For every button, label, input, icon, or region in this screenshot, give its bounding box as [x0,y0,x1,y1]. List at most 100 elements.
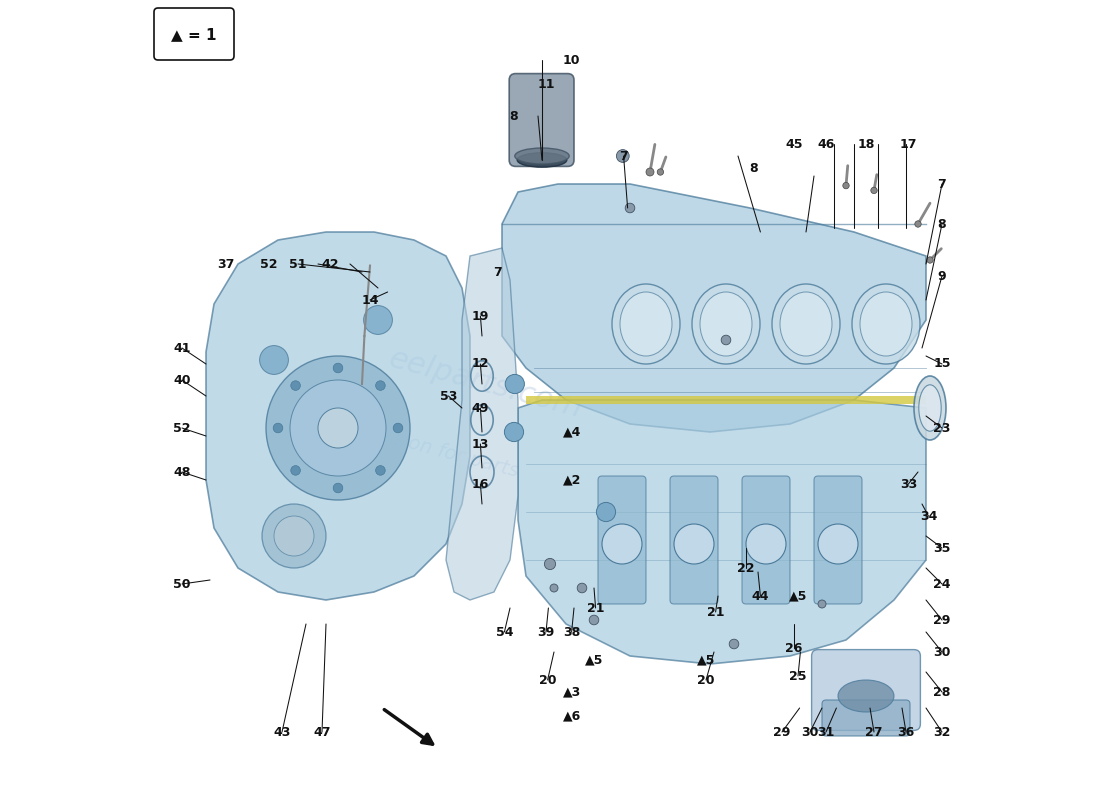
Ellipse shape [838,680,894,712]
Text: 47: 47 [314,726,331,738]
Text: 22: 22 [737,562,755,574]
Circle shape [625,203,635,213]
Text: 51: 51 [289,258,307,270]
Text: 32: 32 [933,726,950,738]
Circle shape [590,615,598,625]
Text: ▲3: ▲3 [563,686,582,698]
Text: 48: 48 [174,466,190,478]
FancyBboxPatch shape [509,74,574,166]
Circle shape [333,363,343,373]
Circle shape [915,221,921,227]
Circle shape [333,483,343,493]
Circle shape [818,600,826,608]
Text: 36: 36 [898,726,914,738]
Text: ▲5: ▲5 [789,590,807,602]
Ellipse shape [612,284,680,364]
Circle shape [260,346,288,374]
Circle shape [364,306,393,334]
Text: 35: 35 [933,542,950,554]
Text: 38: 38 [563,626,580,638]
Text: 9: 9 [937,270,946,282]
Text: ▲ = 1: ▲ = 1 [172,27,217,42]
Circle shape [646,168,654,176]
Ellipse shape [517,153,566,167]
Text: 7: 7 [937,178,946,190]
Text: 12: 12 [472,358,490,370]
FancyBboxPatch shape [822,700,910,736]
Circle shape [318,408,358,448]
Circle shape [274,516,313,556]
FancyBboxPatch shape [670,476,718,604]
Text: 28: 28 [933,686,950,698]
FancyBboxPatch shape [154,8,234,60]
Circle shape [375,381,385,390]
Text: 29: 29 [773,726,791,738]
Circle shape [674,524,714,564]
Text: 21: 21 [587,602,604,614]
Circle shape [262,504,326,568]
Polygon shape [446,248,518,600]
Polygon shape [518,400,926,664]
Text: ▲2: ▲2 [563,474,582,486]
Ellipse shape [700,292,752,356]
Text: a passion for parts: a passion for parts [340,415,520,481]
Polygon shape [526,396,926,404]
Text: 8: 8 [509,110,518,122]
Ellipse shape [918,385,942,431]
Text: 40: 40 [174,374,190,386]
Circle shape [818,524,858,564]
Text: 17: 17 [900,138,917,150]
Text: 53: 53 [440,390,458,402]
Text: 20: 20 [539,674,557,686]
Text: 50: 50 [174,578,190,590]
Text: 11: 11 [537,78,554,90]
Text: 41: 41 [174,342,190,354]
Circle shape [290,381,300,390]
Text: 52: 52 [174,422,190,434]
Circle shape [746,524,786,564]
Text: 23: 23 [933,422,950,434]
Text: ▲4: ▲4 [563,426,582,438]
Text: 27: 27 [866,726,882,738]
Ellipse shape [692,284,760,364]
Circle shape [393,423,403,433]
Circle shape [544,558,556,570]
Ellipse shape [780,292,832,356]
Text: 54: 54 [496,626,513,638]
Ellipse shape [860,292,912,356]
Circle shape [578,583,586,593]
Text: 29: 29 [933,614,950,626]
Circle shape [722,335,730,345]
Text: 25: 25 [790,670,806,682]
Text: 37: 37 [218,258,234,270]
Ellipse shape [852,284,920,364]
Circle shape [843,182,849,189]
Text: 20: 20 [697,674,715,686]
Text: 7: 7 [619,150,628,162]
Ellipse shape [515,148,569,164]
Text: 18: 18 [857,138,874,150]
Text: 24: 24 [933,578,950,590]
Polygon shape [502,184,926,432]
Circle shape [871,187,877,194]
Text: 30: 30 [933,646,950,658]
Text: 46: 46 [817,138,835,150]
Text: 19: 19 [472,310,490,322]
Text: 7: 7 [494,266,503,278]
Circle shape [602,524,642,564]
Text: 30: 30 [801,726,818,738]
Text: 39: 39 [538,626,554,638]
Circle shape [290,466,300,475]
Text: 52: 52 [260,258,277,270]
Circle shape [596,502,616,522]
Text: 42: 42 [321,258,339,270]
Ellipse shape [772,284,840,364]
Text: 44: 44 [751,590,769,602]
Text: 8: 8 [937,218,946,230]
Text: 15: 15 [933,358,950,370]
Circle shape [550,584,558,592]
Text: ▲6: ▲6 [563,710,582,722]
Text: 34: 34 [920,510,937,522]
Text: 33: 33 [900,478,917,490]
Circle shape [657,169,663,175]
